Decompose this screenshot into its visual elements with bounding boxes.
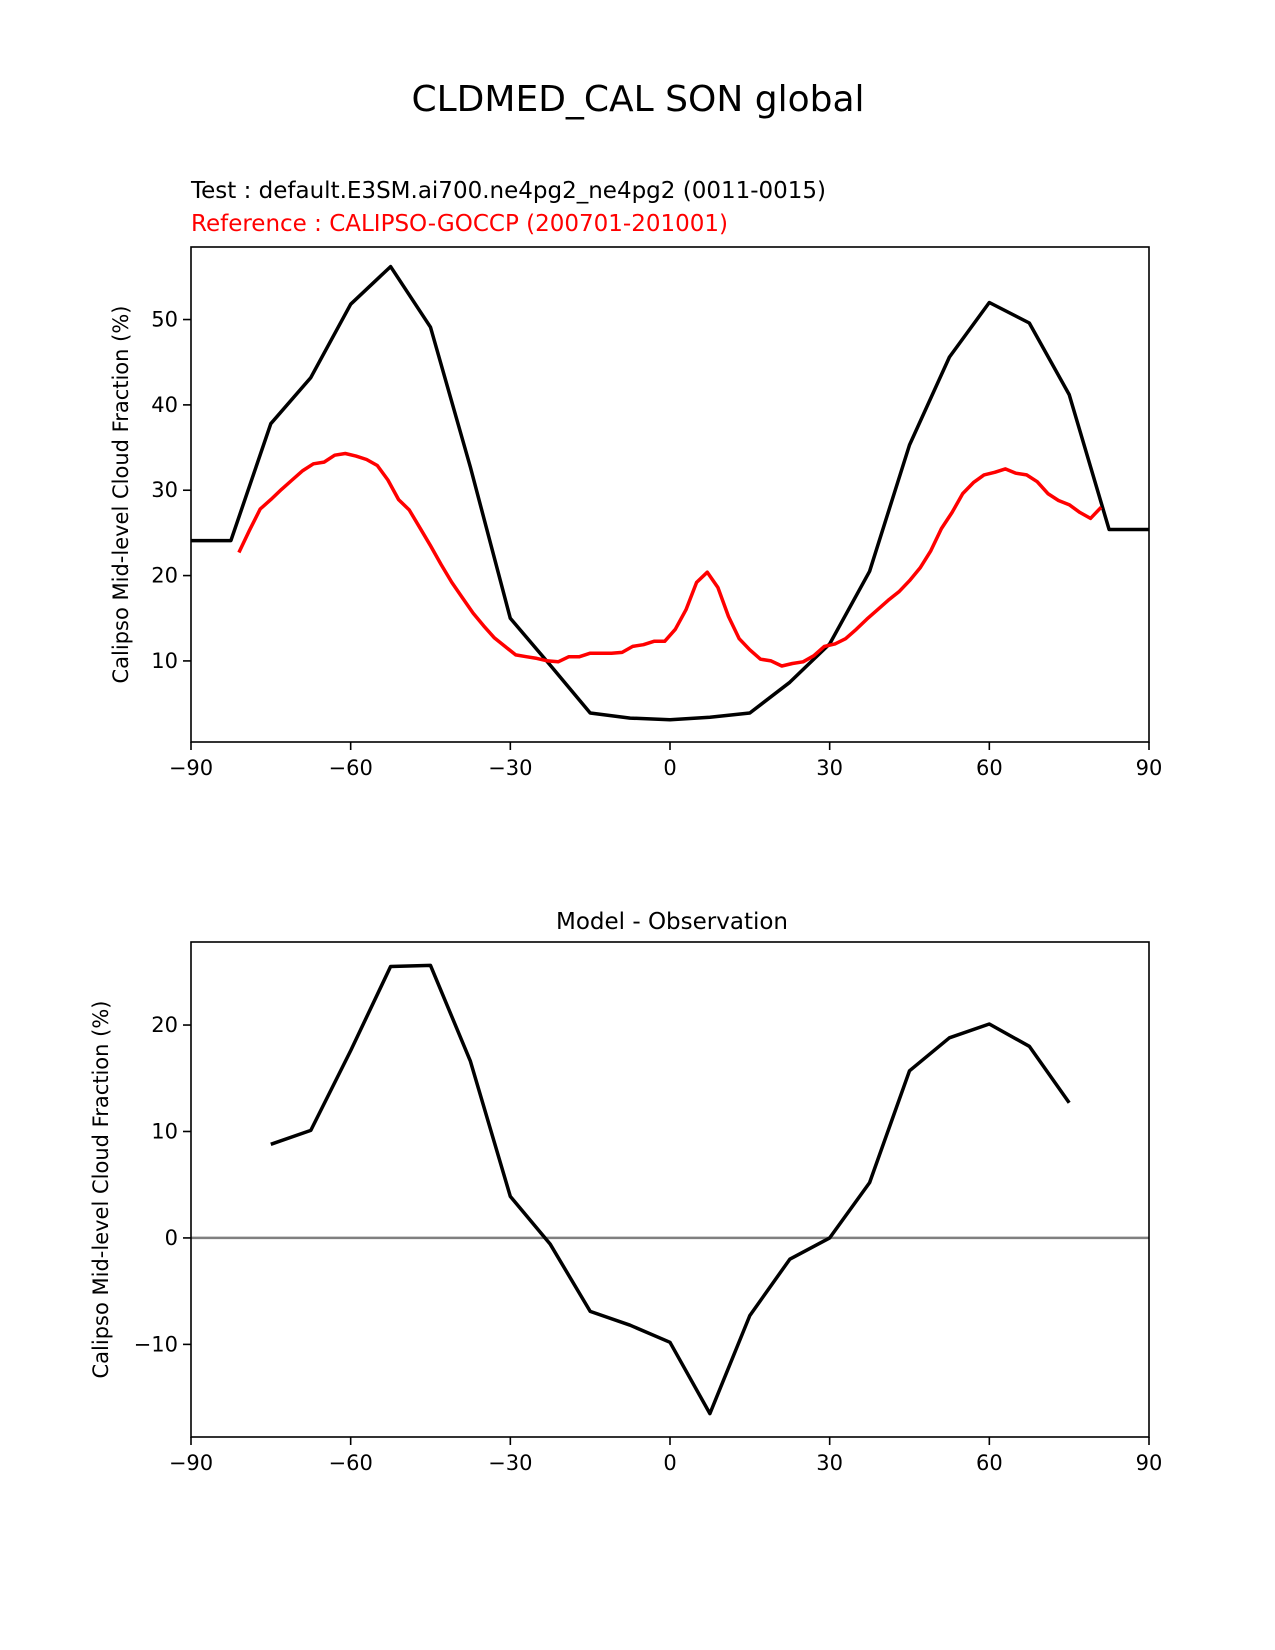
x-tick-label: 0: [663, 756, 676, 780]
top-plot-frame: [190, 246, 1150, 743]
reference-series-line: [237, 451, 1103, 668]
x-tick-label: 30: [816, 1451, 843, 1475]
x-tick-label: 60: [976, 1451, 1003, 1475]
x-tick-label: 90: [1136, 1451, 1163, 1475]
y-tick-label: 10: [151, 1119, 178, 1143]
y-tick-label: 20: [151, 564, 178, 588]
bottom-series-lines: [191, 963, 1149, 1416]
reference-label: Reference : CALIPSO-GOCCP (200701-201001…: [191, 211, 728, 237]
bottom-plot-frame: [190, 941, 1150, 1438]
x-tick-label: −30: [488, 756, 532, 780]
top-y-axis-label: Calipso Mid-level Cloud Fraction (%): [109, 306, 133, 684]
x-tick-label: 60: [976, 756, 1003, 780]
y-tick-label: 30: [151, 478, 178, 502]
y-tick-label: −10: [134, 1332, 178, 1356]
figure-title: CLDMED_CAL SON global: [411, 79, 864, 120]
x-tick-label: −30: [488, 1451, 532, 1475]
top-series-lines: [191, 264, 1149, 722]
x-tick-label: −60: [329, 756, 373, 780]
test-label: Test : default.E3SM.ai700.ne4pg2_ne4pg2 …: [190, 178, 826, 204]
bottom-panel-difference-chart: Model - Observation −90 −60 −30 0 30 60 90 −10 0…: [89, 909, 1162, 1475]
x-tick-label: −90: [169, 756, 213, 780]
y-tick-label: 0: [165, 1226, 178, 1250]
bottom-y-axis-label: Calipso Mid-level Cloud Fraction (%): [89, 1001, 113, 1379]
x-tick-label: 90: [1136, 756, 1163, 780]
x-tick-label: 30: [816, 756, 843, 780]
x-tick-label: 0: [663, 1451, 676, 1475]
x-tick-label: −90: [169, 1451, 213, 1475]
y-tick-label: 20: [151, 1013, 178, 1037]
top-panel-line-chart: Test : default.E3SM.ai700.ne4pg2_ne4pg2 …: [109, 178, 1162, 780]
difference-series-line: [270, 963, 1071, 1416]
x-tick-label: −60: [329, 1451, 373, 1475]
y-tick-label: 10: [151, 649, 178, 673]
difference-title: Model - Observation: [556, 909, 788, 935]
top-axis-ticks: −90 −60 −30 0 30 60 90 10 20 30 40 50: [151, 308, 1162, 780]
bottom-axis-ticks: −90 −60 −30 0 30 60 90 −10 0 10 20: [134, 1013, 1163, 1475]
y-tick-label: 40: [151, 393, 178, 417]
y-tick-label: 50: [151, 308, 178, 332]
test-series-line: [191, 264, 1149, 722]
